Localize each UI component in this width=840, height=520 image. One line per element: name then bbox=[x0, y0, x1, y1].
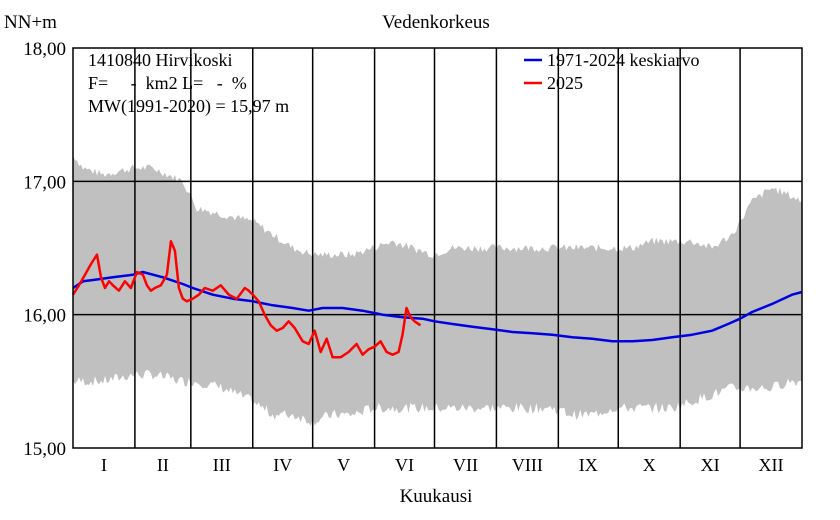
month-label: VI bbox=[395, 455, 414, 475]
month-label: IV bbox=[273, 455, 292, 475]
legend: 1971-2024 keskiarvo 2025 bbox=[524, 50, 699, 93]
month-label: VII bbox=[453, 455, 478, 475]
month-label: VIII bbox=[512, 455, 543, 475]
range-band bbox=[73, 154, 802, 426]
area-line: F= - km2 L= - % bbox=[88, 73, 247, 93]
y-tick-label: 18,00 bbox=[23, 39, 66, 60]
y-tick-label: 16,00 bbox=[23, 306, 66, 327]
series-line-2025 bbox=[71, 240, 422, 359]
y-tick-label: 17,00 bbox=[23, 172, 66, 193]
series-layer bbox=[71, 240, 803, 359]
info-box: 1410840 Hirvikoski F= - km2 L= - % MW(19… bbox=[88, 50, 289, 117]
chart-title: Vedenkorkeus bbox=[382, 12, 490, 33]
month-label: III bbox=[213, 455, 231, 475]
legend-label-mean: 1971-2024 keskiarvo bbox=[547, 50, 699, 70]
x-axis-label: Kuukausi bbox=[400, 486, 473, 507]
month-label: IX bbox=[579, 455, 598, 475]
y-axis-label: NN+m bbox=[4, 12, 57, 33]
month-label: I bbox=[101, 455, 107, 475]
y-tick-labels: 15,00 16,00 17,00 18,00 bbox=[23, 39, 66, 460]
month-label: V bbox=[337, 455, 350, 475]
station-line: 1410840 Hirvikoski bbox=[88, 50, 233, 70]
legend-label-2025: 2025 bbox=[547, 73, 583, 93]
month-label: X bbox=[643, 455, 656, 475]
range-band-layer bbox=[73, 154, 802, 426]
month-label: II bbox=[157, 455, 169, 475]
month-labels: I II III IV V VI VII VIII IX X XI XII bbox=[101, 455, 784, 475]
month-label: XII bbox=[759, 455, 784, 475]
y-tick-label: 15,00 bbox=[23, 439, 66, 460]
plot-frame bbox=[72, 47, 803, 449]
grid-layer bbox=[73, 48, 802, 448]
mean-water-line: MW(1991-2020) = 15,97 m bbox=[88, 96, 289, 117]
month-label: XI bbox=[701, 455, 720, 475]
